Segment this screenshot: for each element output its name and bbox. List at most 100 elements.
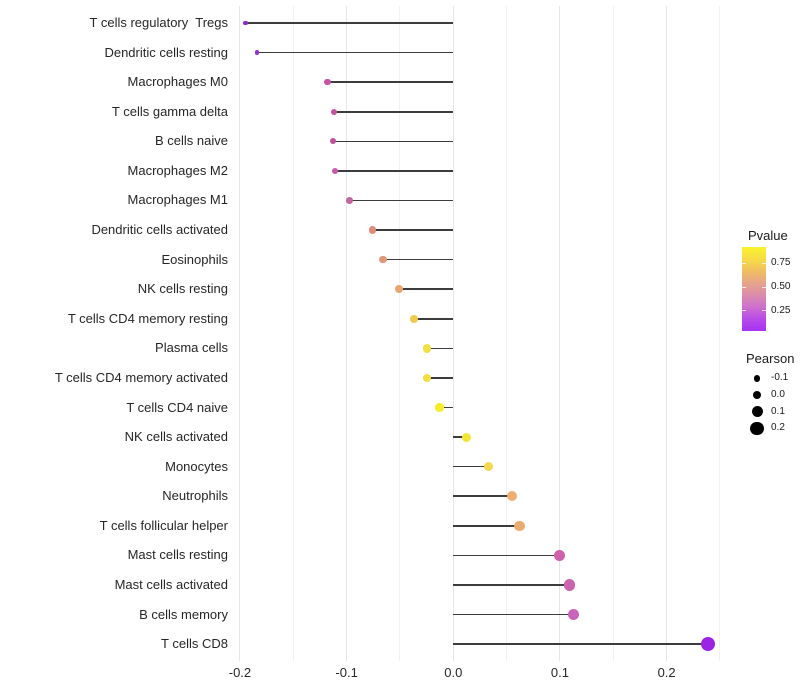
category-label: T cells follicular helper xyxy=(99,517,228,533)
stem-line xyxy=(453,554,560,557)
data-point-dot xyxy=(379,255,387,264)
data-point-dot xyxy=(563,579,576,591)
stem-line xyxy=(426,377,454,379)
category-label: Dendritic cells resting xyxy=(104,44,228,60)
category-label: Mast cells activated xyxy=(114,577,228,593)
category-label: T cells CD4 memory resting xyxy=(67,310,228,326)
stem-line xyxy=(382,258,454,261)
category-label: Neutrophils xyxy=(162,488,228,504)
pearson-legend-dot xyxy=(753,375,761,382)
category-label: Plasma cells xyxy=(155,340,228,356)
data-point-dot xyxy=(368,226,376,234)
x-tick-label: 0.2 xyxy=(657,665,676,680)
data-point-dot xyxy=(461,432,471,442)
pearson-legend-label: 0.0 xyxy=(771,389,785,400)
pearson-legend-title: Pearson xyxy=(746,351,795,366)
data-point-dot xyxy=(568,608,580,621)
data-point-dot xyxy=(331,167,339,175)
data-point-dot xyxy=(409,314,418,323)
stem-line xyxy=(453,584,570,586)
colorbar-tick-mark xyxy=(742,262,746,264)
category-label: Eosinophils xyxy=(161,251,229,267)
stem-line xyxy=(332,140,454,143)
data-point-dot xyxy=(506,491,517,502)
stem-line xyxy=(453,643,709,645)
category-label: NK cells resting xyxy=(137,281,228,297)
colorbar-tick-label: 0.75 xyxy=(771,257,791,269)
category-label: T cells CD4 memory activated xyxy=(54,369,228,385)
pearson-legend-label: 0.1 xyxy=(771,405,785,417)
gridline xyxy=(559,6,561,661)
data-point-dot xyxy=(554,549,566,561)
category-label: B cells memory xyxy=(139,606,228,622)
data-point-dot xyxy=(324,79,331,86)
gridline xyxy=(292,6,294,661)
stem-line xyxy=(426,347,454,350)
gridline xyxy=(239,6,241,661)
gridline xyxy=(612,6,614,661)
data-point-dot xyxy=(254,50,260,55)
category-label: Monocytes xyxy=(165,458,228,474)
colorbar-tick-mark xyxy=(742,286,746,288)
stem-line xyxy=(398,288,454,290)
stem-line xyxy=(372,229,454,231)
data-point-dot xyxy=(435,403,444,412)
x-tick-label: 0.1 xyxy=(550,665,569,680)
pearson-legend-dot xyxy=(752,390,762,400)
data-point-dot xyxy=(483,461,494,472)
pearson-legend-dot xyxy=(750,421,764,435)
stem-line xyxy=(453,465,489,468)
category-label: B cells naive xyxy=(155,133,228,149)
category-label: Dendritic cells activated xyxy=(91,222,228,238)
category-label: T cells CD4 naive xyxy=(126,399,228,415)
stem-line xyxy=(439,406,454,409)
colorbar-tick-mark xyxy=(762,262,766,264)
stem-line xyxy=(453,613,574,616)
category-label: Macrophages M0 xyxy=(127,74,228,90)
pearson-legend-label: -0.1 xyxy=(771,372,789,384)
data-point-dot xyxy=(330,108,337,115)
data-point-dot xyxy=(701,637,716,652)
stem-line xyxy=(413,318,454,320)
colorbar-tick-label: 0.50 xyxy=(771,281,791,293)
colorbar-tick-label: 0.25 xyxy=(771,304,791,316)
pearson-legend-label: 0.2 xyxy=(771,422,785,434)
data-point-dot xyxy=(422,344,431,353)
stem-line xyxy=(349,199,454,202)
gridline xyxy=(452,6,454,661)
gridline xyxy=(506,6,508,661)
data-point-dot xyxy=(422,373,431,383)
stem-line xyxy=(453,436,467,438)
category-label: T cells CD8 xyxy=(161,636,228,652)
stem-line xyxy=(453,525,520,527)
stem-line xyxy=(327,81,454,83)
category-label: T cells gamma delta xyxy=(111,103,228,119)
gridline xyxy=(666,6,668,661)
pvalue-colorbar xyxy=(742,247,766,331)
x-tick-label: -0.2 xyxy=(228,665,252,680)
stem-line xyxy=(334,170,454,172)
colorbar-tick-mark xyxy=(762,286,766,288)
data-point-dot xyxy=(395,285,403,294)
colorbar-tick-mark xyxy=(742,310,746,312)
category-label: Macrophages M2 xyxy=(127,162,228,178)
x-tick-label: 0.0 xyxy=(444,665,463,680)
x-tick-label: -0.1 xyxy=(335,665,358,680)
stem-line xyxy=(257,51,454,54)
data-point-dot xyxy=(514,520,525,531)
pearson-legend-dot xyxy=(751,406,763,418)
gridline xyxy=(719,6,721,661)
stem-line xyxy=(453,495,512,498)
gridline xyxy=(399,6,401,661)
category-label: Mast cells resting xyxy=(127,547,228,563)
gridline xyxy=(346,6,348,661)
category-label: T cells regulatory Tregs xyxy=(89,15,228,30)
stem-line xyxy=(245,22,454,24)
data-point-dot xyxy=(243,20,248,26)
stem-line xyxy=(333,110,454,113)
category-label: Macrophages M1 xyxy=(127,192,228,208)
data-point-dot xyxy=(346,197,354,204)
category-label: NK cells activated xyxy=(124,429,228,445)
data-point-dot xyxy=(329,138,336,145)
